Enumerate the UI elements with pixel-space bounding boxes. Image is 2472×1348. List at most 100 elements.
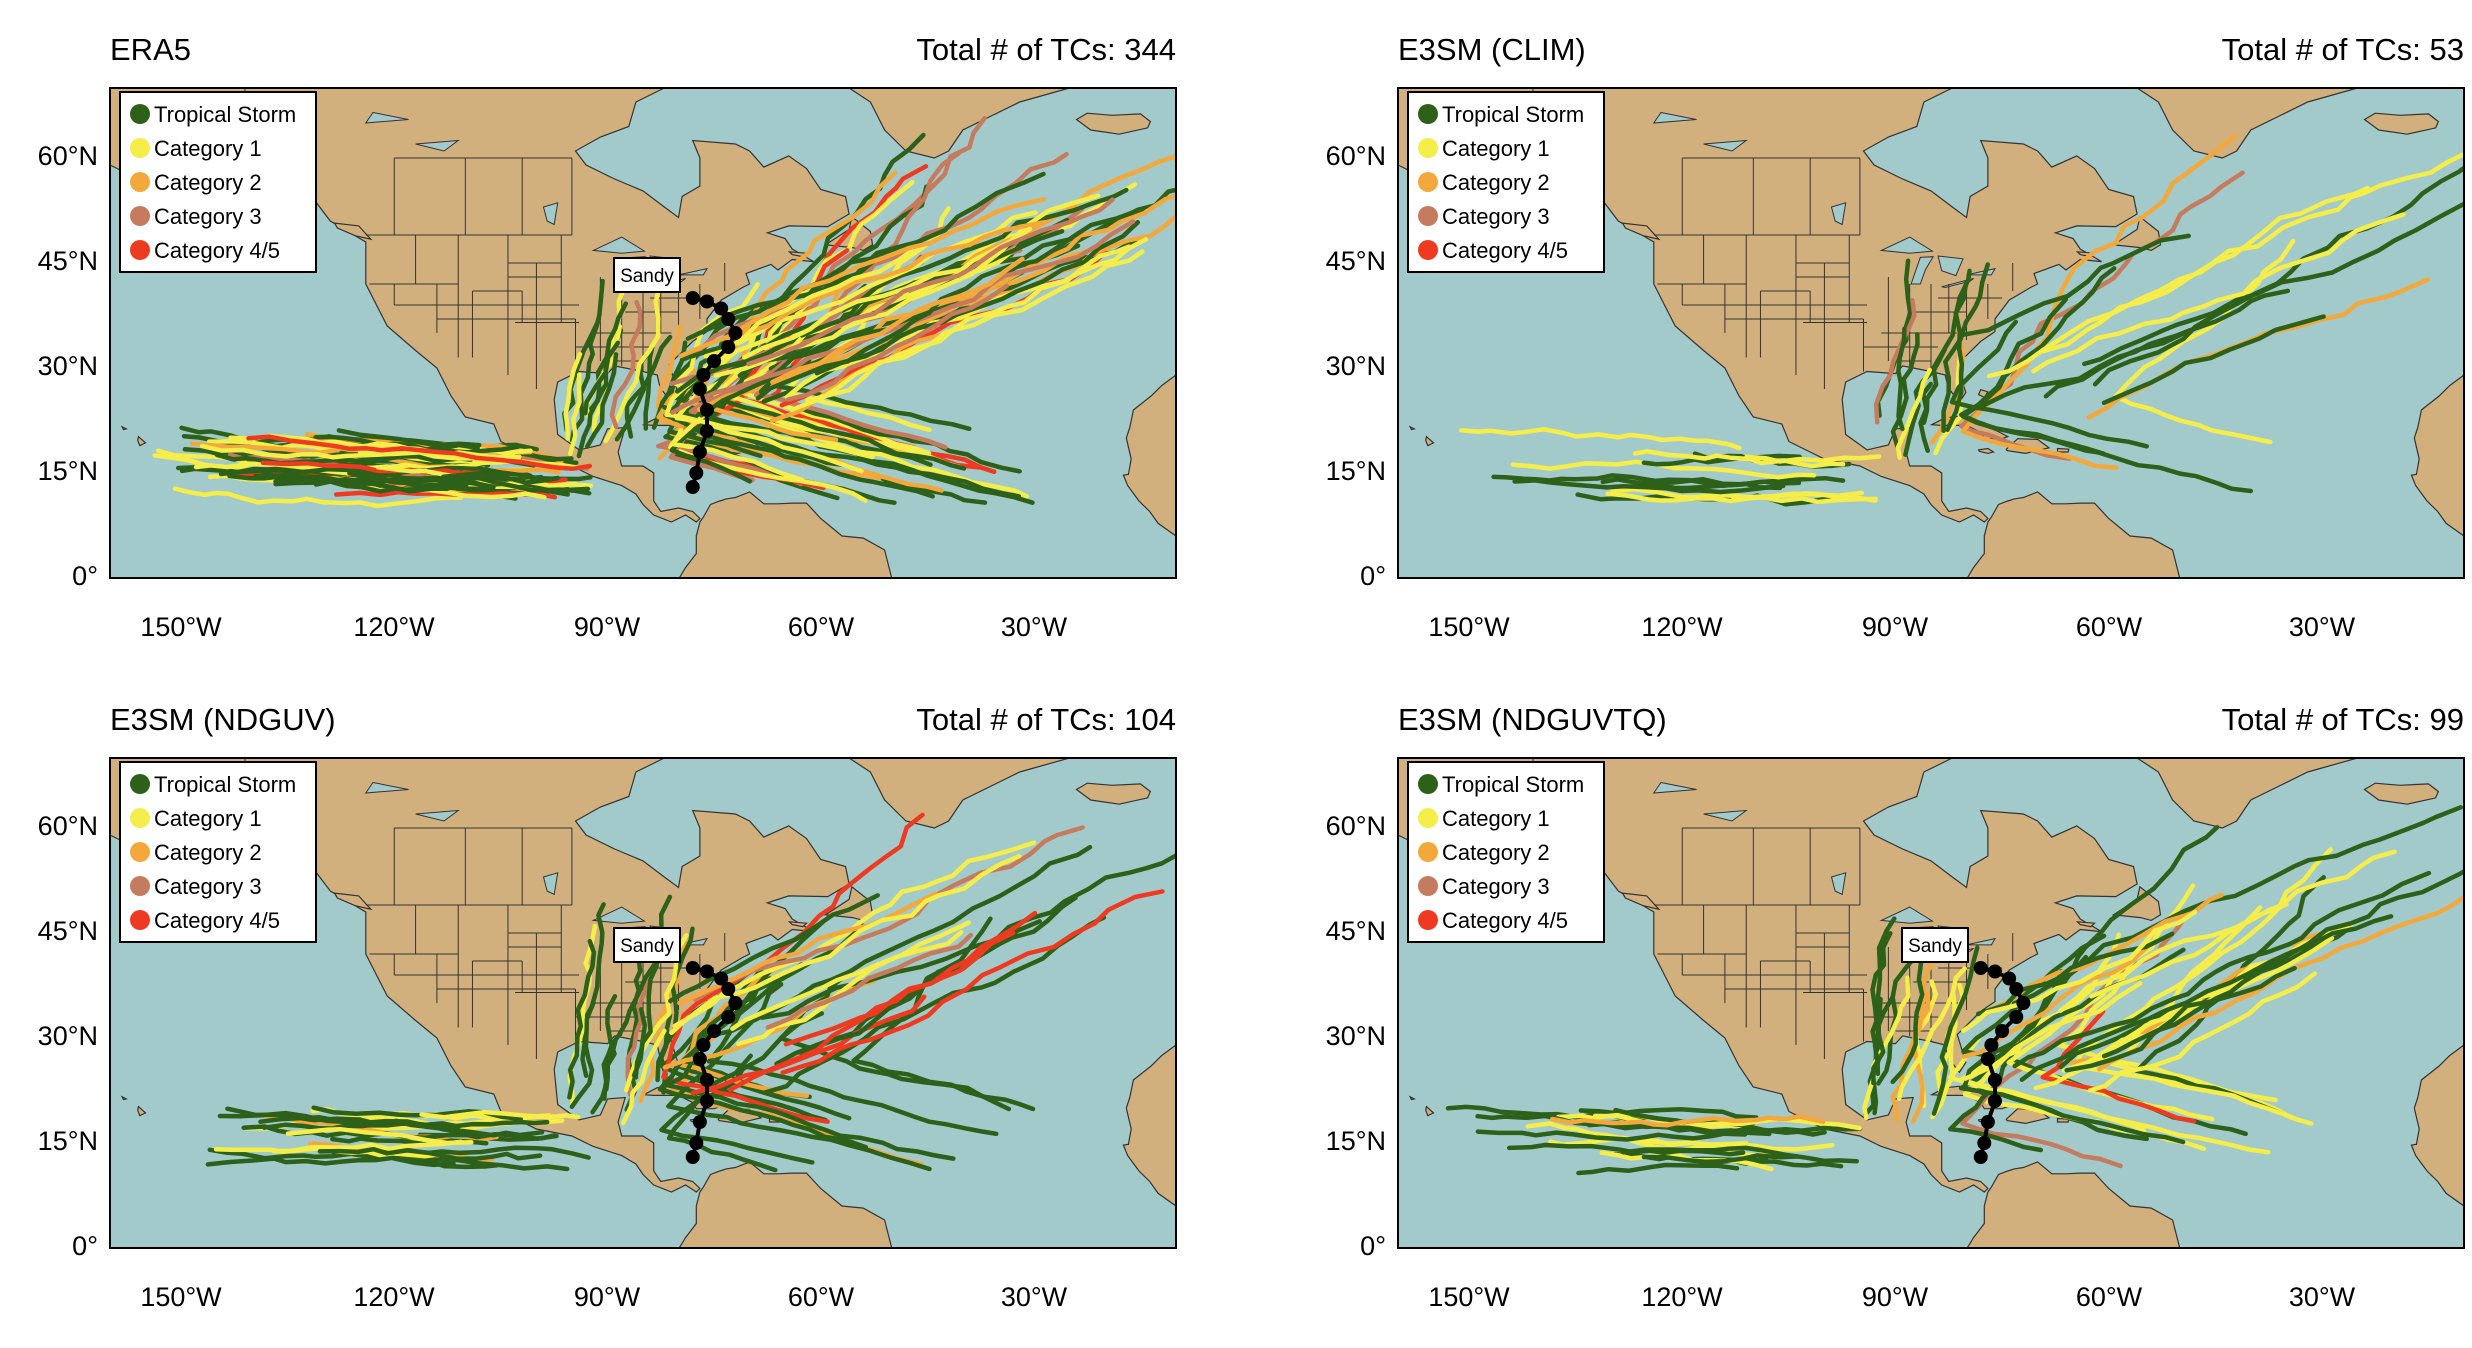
lake [542,202,559,226]
landmass-iceland [1075,782,1152,805]
tc-track-tropical-storm [2082,201,2464,367]
lake [1966,937,1996,946]
legend-dot-category-2 [130,172,150,192]
tc-track-category-1 [789,244,1132,412]
landmass-southAmerica [678,491,893,578]
tc-track-tropical-storm [357,473,508,485]
tc-track-category-1 [1962,981,2143,1081]
sandy-track-point [707,354,722,368]
x-tick-label: 120°W [353,1282,435,1312]
lake [1652,111,1697,124]
sandy-track-point [1973,1150,1988,1164]
tc-track-category-1 [2089,849,2397,999]
sandy-label: Sandy [1901,927,1969,963]
x-tick-label: 150°W [1428,612,1510,642]
sandy-track [685,291,743,494]
y-tick-label: 0° [72,1231,98,1261]
legend-box [1407,91,1605,273]
tc-track-tropical-storm [2101,314,2326,406]
sandy-track-point [685,1150,700,1164]
panel-e3sm-ndguvtq: E3SM (NDGUVTQ) Total # of TCs: 99 150°W … [1326,702,2465,1312]
landmass-jamaica [1977,447,1996,455]
legend-dot-tropical-storm [130,104,150,124]
legend-dot-category-1 [1418,138,1438,158]
tc-track-tropical-storm [1921,268,1972,425]
sandy-track [685,961,743,1164]
legend-dot-tropical-storm [130,774,150,794]
sandy-track-point [728,996,743,1010]
legend-box [119,91,317,273]
tc-track-tropical-storm [624,942,643,1112]
axis-ticks: 150°W 120°W 90°W 60°W 30°W 60°N 45°N 30°… [1326,811,2356,1312]
tc-track-category-4-5 [690,994,927,1096]
tc-track-tropical-storm [1896,326,1907,432]
sandy-track-point [696,368,711,382]
x-tick-label: 30°W [1001,612,1068,642]
tc-track-category-3 [609,299,643,429]
tc-track-tropical-storm [814,220,1141,376]
tc-track-tropical-storm [1931,945,1980,1116]
sandy-track-point [696,1038,711,1052]
tc-count: Total # of TCs: 53 [2222,32,2464,67]
y-tick-label: 15°N [1326,456,1386,486]
legend-label: Category 3 [1442,874,1550,899]
landmass-greenland [848,758,1070,829]
map-frame [109,757,1177,1249]
legend-label: Tropical Storm [1442,772,1584,797]
legend-label: Category 4/5 [1442,908,1568,933]
landmass-hawaii2 [1408,425,1417,431]
tc-track-tropical-storm [1872,916,1897,1077]
tc-track-tropical-storm [569,1000,596,1109]
tc-track-category-2 [2096,894,2464,1072]
tc-track-tropical-storm [624,334,673,439]
landmass-africa [1122,341,1176,537]
tracks-layer [152,115,1176,509]
sandy-label: Sandy [613,257,681,293]
panel-e3sm-clim: E3SM (CLIM) Total # of TCs: 53 150°W 120… [1326,32,2465,642]
tracks-layer [1445,805,2464,1176]
sandy-label-text: Sandy [1908,936,1962,957]
tc-track-tropical-storm [576,301,629,459]
legend-dot-category-2 [130,842,150,862]
legend-label: Category 3 [1442,204,1550,229]
tc-track-tropical-storm [1586,1121,1772,1137]
tc-track-category-1 [1632,449,1846,469]
sandy-track [1973,961,2031,1164]
legend: Tropical Storm Category 1 Category 2 Cat… [1407,761,1605,943]
legend-label: Tropical Storm [154,772,296,797]
legend: Tropical Storm Category 1 Category 2 Cat… [119,761,317,943]
legend-dot-category-3 [1418,876,1438,896]
x-tick-label: 60°W [788,612,855,642]
x-tick-label: 90°W [574,612,641,642]
tc-track-tropical-storm [1960,266,2254,494]
tc-track-tropical-storm [273,476,450,494]
sandy-track-point [721,340,736,354]
tc-track-category-1 [1959,932,2147,1132]
landmass-hawaii2 [120,425,129,431]
tc-track-tropical-storm [2058,925,2352,1070]
lake [678,267,708,276]
legend-label: Category 2 [1442,840,1550,865]
legend-label: Category 2 [154,840,262,865]
landmass-southAmerica [1966,491,2181,578]
tc-track-tropical-storm [2019,914,2394,1082]
x-tick-label: 150°W [140,1282,222,1312]
sandy-track-point [685,291,700,305]
legend-label: Category 1 [1442,806,1550,831]
tc-track-category-2 [727,219,1048,342]
panel-title: ERA5 [110,32,191,67]
tc-track-category-1 [736,929,964,1047]
legend: Tropical Storm Category 1 Category 2 Cat… [119,91,317,273]
tc-track-category-1 [172,486,464,509]
landmass-greenland [2136,88,2358,159]
y-tick-label: 15°N [1326,1126,1386,1156]
sandy-track-point [1995,1024,2010,1038]
tc-track-tropical-storm [1875,258,1913,418]
legend-dot-category-3 [130,876,150,896]
sandy-track-point [699,964,714,979]
sandy-track-point [1980,1115,1995,1129]
tc-track-category-4-5 [780,889,1165,1075]
sandy-track-point [2002,971,2017,986]
tc-track-tropical-storm [793,404,1022,474]
